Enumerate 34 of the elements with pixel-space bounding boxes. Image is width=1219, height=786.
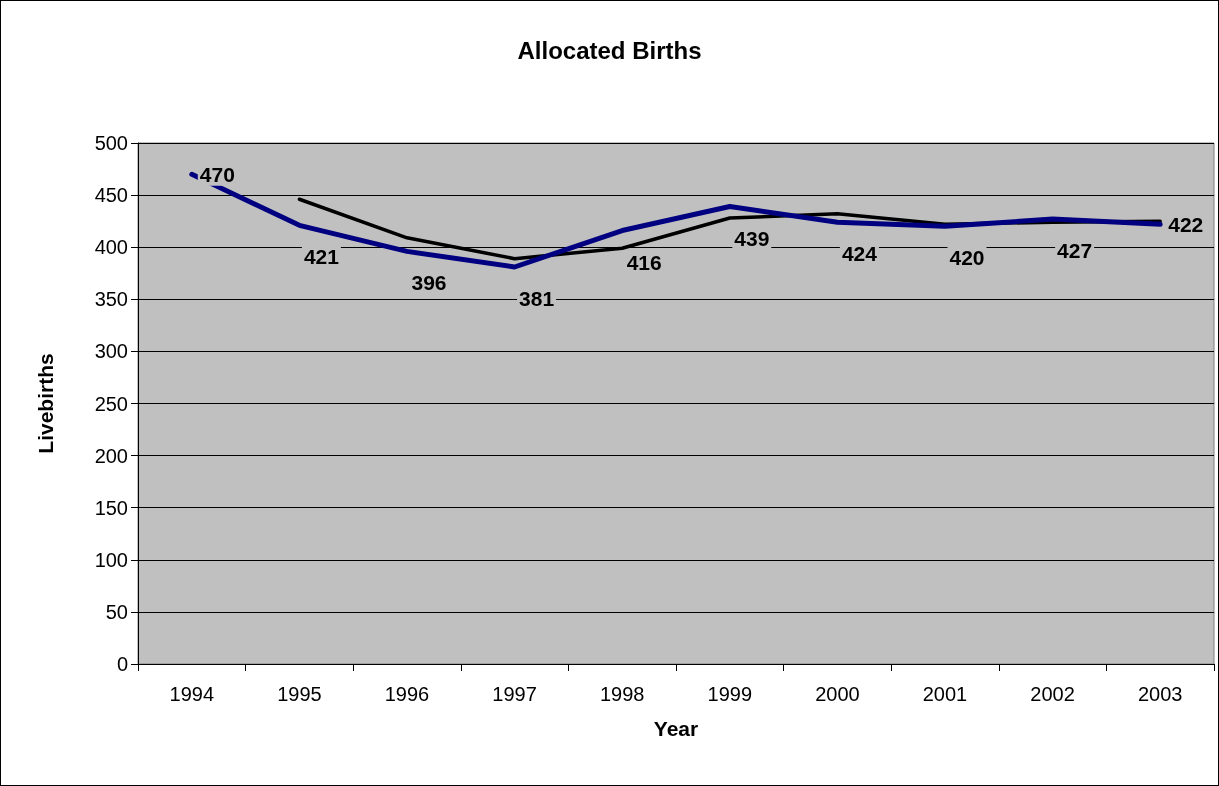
y-tick-label: 150 — [94, 496, 128, 519]
y-axis-title: Livebirths — [34, 353, 57, 454]
y-tick-label: 450 — [94, 184, 128, 207]
x-tick-label: 1999 — [707, 683, 753, 705]
y-tick-label: 400 — [94, 236, 128, 259]
data-label: 396 — [411, 271, 447, 295]
x-tick-label: 1998 — [599, 683, 645, 705]
x-tick-label: 1994 — [169, 683, 215, 705]
x-tick-label: 1997 — [492, 683, 537, 705]
data-label: 427 — [1057, 239, 1093, 263]
data-label: 381 — [519, 287, 555, 310]
y-tick-label: 100 — [94, 548, 128, 571]
y-tick-label: 0 — [116, 653, 128, 675]
y-tick-label: 350 — [94, 288, 128, 311]
data-label: 420 — [949, 246, 985, 270]
x-tick-label: 2002 — [1030, 683, 1075, 705]
x-tick-label: 2001 — [922, 683, 968, 705]
x-tick-label: 2000 — [815, 683, 860, 705]
data-label: 424 — [841, 242, 878, 266]
y-tick-label: 50 — [105, 600, 128, 623]
data-label: 422 — [1168, 212, 1204, 236]
data-label: 439 — [734, 226, 770, 250]
data-label: 470 — [199, 162, 235, 186]
y-tick-label: 250 — [94, 392, 128, 415]
x-axis-title: Year — [653, 717, 699, 740]
x-tick-label: 2003 — [1137, 683, 1183, 705]
y-tick-label: 300 — [94, 340, 128, 363]
x-tick-label: 1996 — [384, 683, 430, 705]
y-tick-label: 500 — [94, 132, 128, 154]
data-label: 421 — [303, 245, 340, 269]
chart-title: Allocated Births — [517, 36, 702, 64]
y-tick-label: 200 — [94, 444, 128, 467]
data-label: 416 — [626, 250, 662, 274]
x-tick-label: 1995 — [277, 683, 322, 705]
